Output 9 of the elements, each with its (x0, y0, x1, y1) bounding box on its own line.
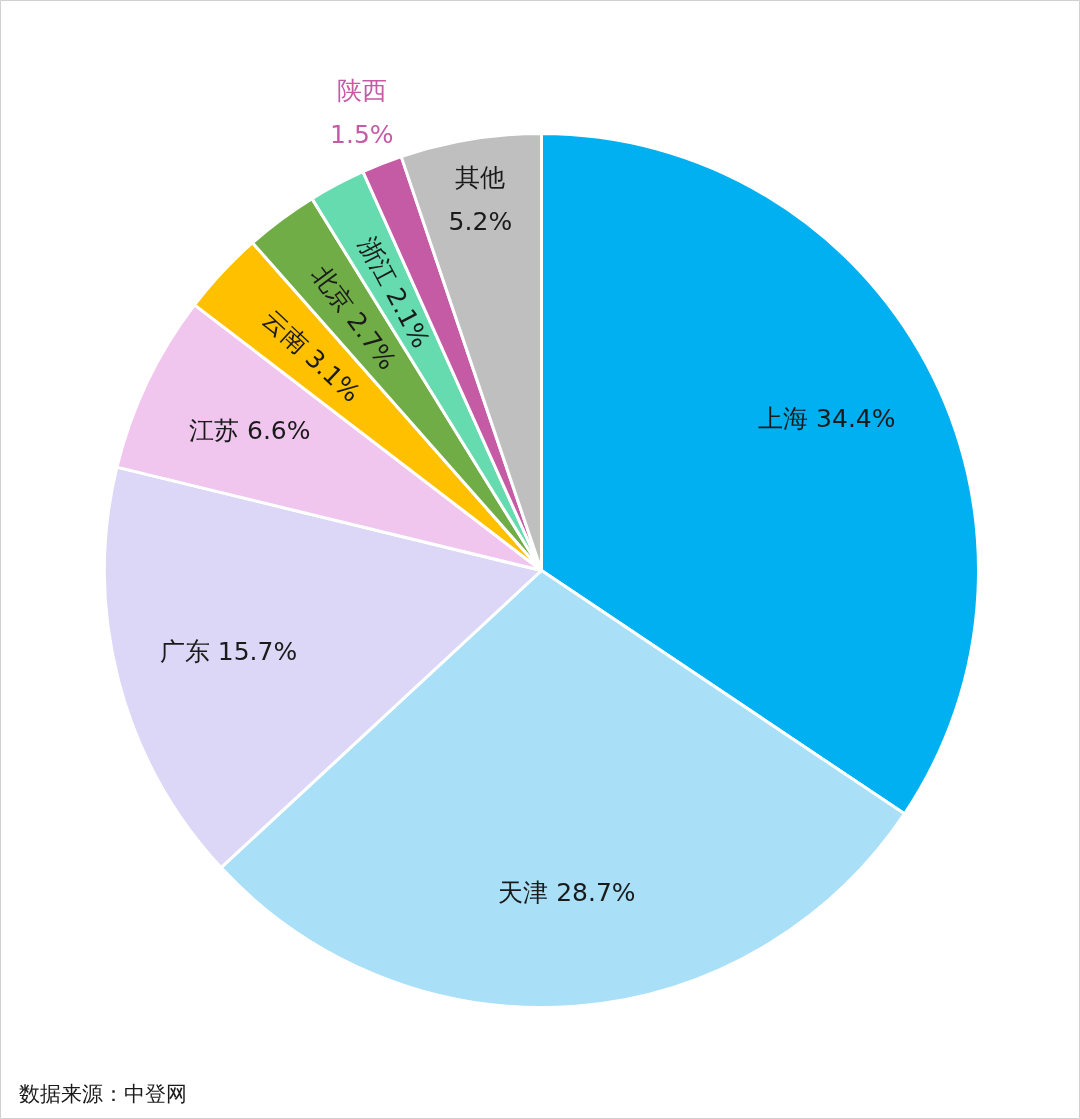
slice-label: 上海 34.4% (758, 403, 896, 433)
slice-label: 广东 15.7% (159, 637, 298, 667)
source-note: 数据来源：中登网 (18, 1081, 187, 1106)
slice-label: 其他 (455, 163, 506, 193)
slice-label: 陕西 (336, 76, 387, 106)
data-label: 1.5% (330, 119, 394, 149)
slice-label: 江苏 6.6% (189, 416, 311, 446)
data-label: 5.2% (448, 206, 513, 236)
slice-label: 天津 28.7% (498, 878, 636, 908)
